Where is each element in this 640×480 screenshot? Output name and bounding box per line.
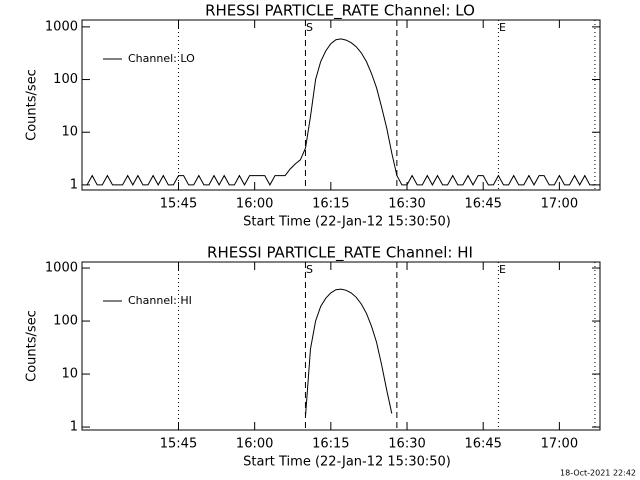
y-tick-label: 10 xyxy=(61,367,78,382)
y-tick-label: 1000 xyxy=(45,261,78,276)
chart-title: RHESSI PARTICLE_RATE Channel: LO xyxy=(205,2,475,21)
x-axis-label: Start Time (22-Jan-12 15:30:50) xyxy=(243,215,451,230)
marker-label: E xyxy=(499,263,506,276)
x-tick-label: 16:30 xyxy=(388,437,425,452)
y-tick-label: 10 xyxy=(61,125,78,140)
x-tick-label: 15:45 xyxy=(160,197,197,212)
y-tick-label: 1 xyxy=(70,177,78,192)
x-tick-label: 17:00 xyxy=(541,437,578,452)
plot-frame xyxy=(81,261,601,431)
x-tick-label: 16:00 xyxy=(236,197,273,212)
y-tick-label: 1000 xyxy=(45,19,78,34)
y-axis-label: Counts/sec xyxy=(25,310,40,382)
x-tick-label: 16:15 xyxy=(312,437,349,452)
data-line xyxy=(305,288,393,417)
x-tick-label: 16:45 xyxy=(464,437,501,452)
chart-title: RHESSI PARTICLE_RATE Channel: HI xyxy=(207,244,473,263)
x-tick-label: 16:00 xyxy=(236,437,273,452)
x-tick-label: 15:45 xyxy=(160,437,197,452)
y-axis-label: Counts/sec xyxy=(25,69,40,141)
marker-label: S xyxy=(306,21,313,34)
marker-label: S xyxy=(306,263,313,276)
x-tick-label: 16:15 xyxy=(312,197,349,212)
timestamp: 18-Oct-2021 22:42 xyxy=(560,469,636,478)
plot-frame xyxy=(81,19,601,191)
x-axis-label: Start Time (22-Jan-12 15:30:50) xyxy=(243,455,451,470)
x-tick-label: 16:30 xyxy=(388,197,425,212)
x-tick-label: 17:00 xyxy=(541,197,578,212)
x-tick-label: 16:45 xyxy=(464,197,501,212)
data-line xyxy=(86,38,595,186)
legend-label: Channel: HI xyxy=(128,294,192,307)
y-tick-label: 1 xyxy=(70,420,78,435)
y-tick-label: 100 xyxy=(53,72,78,87)
y-tick-label: 100 xyxy=(53,314,78,329)
marker-label: E xyxy=(499,21,506,34)
legend-label: Channel: LO xyxy=(128,52,195,65)
